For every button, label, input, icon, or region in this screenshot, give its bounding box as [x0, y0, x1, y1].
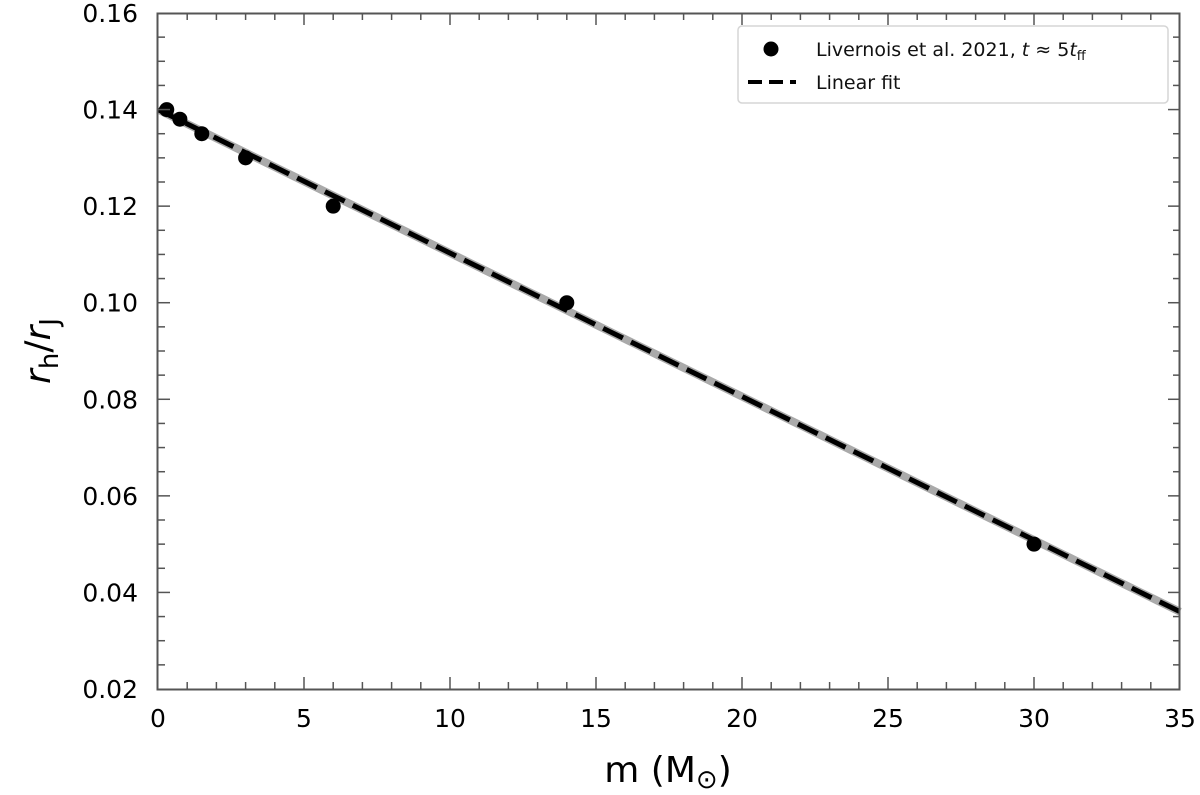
data-point	[1026, 536, 1042, 552]
y-tick-label: 0.12	[82, 192, 138, 221]
x-tick-label: 10	[434, 704, 466, 733]
y-tick-label: 0.06	[82, 482, 138, 511]
plot-frame	[156, 12, 1181, 691]
data-point	[194, 126, 210, 142]
data-points	[159, 102, 1042, 552]
x-tick-label: 20	[726, 704, 758, 733]
data-point	[238, 150, 254, 166]
y-tick-labels: 0.02 0.04 0.06 0.08 0.10 0.12 0.14 0.16	[82, 0, 138, 704]
x-tick-label: 25	[872, 704, 904, 733]
y-axis-label: rh/rJ	[18, 318, 65, 384]
legend-box	[737, 25, 1169, 104]
x-tick-label: 30	[1018, 704, 1050, 733]
x-tick-label: 5	[296, 704, 312, 733]
legend-marker-circle-icon	[763, 41, 779, 57]
legend-entry-data: Livernois et al. 2021, t ≈ 5tff	[816, 39, 1087, 64]
legend-entry-fit: Linear fit	[816, 72, 901, 94]
linear-fit-line	[156, 107, 1182, 614]
x-tick-label: 0	[150, 704, 166, 733]
x-tick-label: 15	[580, 704, 612, 733]
data-point	[559, 295, 575, 311]
data-point	[172, 111, 188, 127]
x-tick-labels: 0 5 10 15 20 25 30 35	[150, 704, 1196, 733]
x-axis-label: m (M⊙)	[604, 750, 731, 795]
y-tick-label: 0.16	[82, 0, 138, 28]
y-tick-label: 0.14	[82, 96, 138, 125]
y-tick-label: 0.10	[82, 289, 138, 318]
y-tick-label: 0.04	[82, 578, 138, 607]
data-point	[325, 198, 341, 214]
legend: Livernois et al. 2021, t ≈ 5tff Linear f…	[737, 25, 1169, 104]
y-tick-label: 0.08	[82, 385, 138, 414]
axis-ticks	[158, 13, 1180, 689]
x-tick-label: 35	[1164, 704, 1196, 733]
fit-line	[156, 107, 1182, 614]
y-tick-label: 0.02	[82, 675, 138, 704]
